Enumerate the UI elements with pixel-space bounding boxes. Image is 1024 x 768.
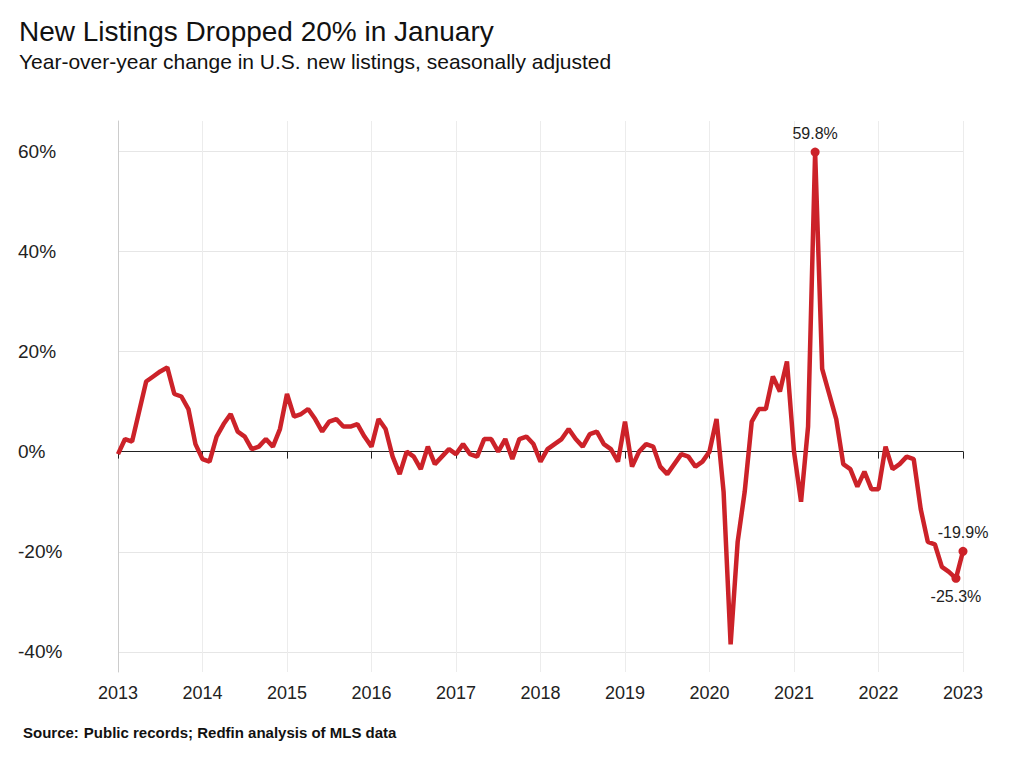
svg-text:2022: 2022 xyxy=(858,683,898,703)
svg-text:2014: 2014 xyxy=(182,683,222,703)
svg-text:2013: 2013 xyxy=(98,683,138,703)
svg-text:-40%: -40% xyxy=(18,641,62,662)
svg-text:Public records; Redfin analysi: Public records; Redfin analysis of MLS d… xyxy=(84,724,397,741)
svg-text:0%: 0% xyxy=(18,441,46,462)
svg-text:2021: 2021 xyxy=(774,683,814,703)
svg-text:2018: 2018 xyxy=(520,683,560,703)
svg-text:-20%: -20% xyxy=(18,541,62,562)
svg-text:Source:: Source: xyxy=(23,724,79,741)
svg-text:20%: 20% xyxy=(18,341,56,362)
svg-text:-19.9%: -19.9% xyxy=(938,524,989,541)
svg-text:2019: 2019 xyxy=(605,683,645,703)
svg-text:Year-over-year change in U.S.: Year-over-year change in U.S. new listin… xyxy=(19,50,611,73)
svg-text:2023: 2023 xyxy=(943,683,983,703)
svg-text:40%: 40% xyxy=(18,241,56,262)
svg-text:2020: 2020 xyxy=(689,683,729,703)
svg-text:-25.3%: -25.3% xyxy=(931,588,982,605)
svg-text:2017: 2017 xyxy=(436,683,476,703)
svg-text:New Listings Dropped 20% in Ja: New Listings Dropped 20% in January xyxy=(19,16,494,47)
svg-text:60%: 60% xyxy=(18,141,56,162)
svg-text:2015: 2015 xyxy=(267,683,307,703)
svg-text:2016: 2016 xyxy=(351,683,391,703)
svg-text:59.8%: 59.8% xyxy=(792,125,837,142)
